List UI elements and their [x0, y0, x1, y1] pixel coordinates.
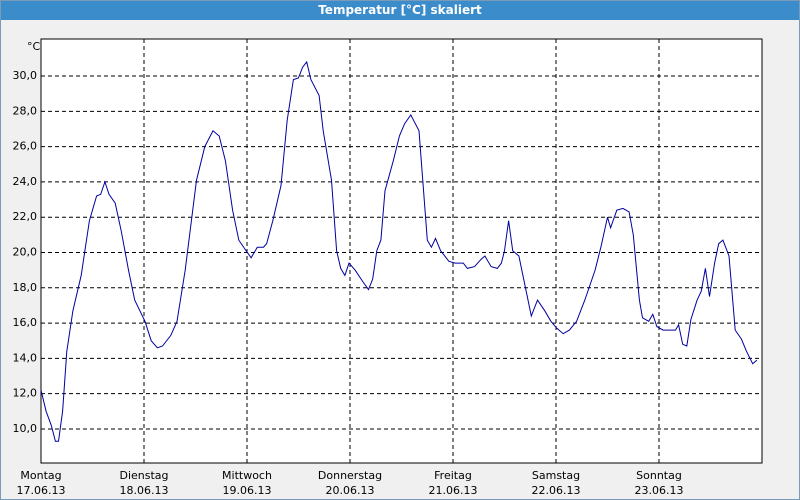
x-tick-label: Montag: [20, 469, 61, 482]
x-tick-date: 21.06.13: [429, 484, 478, 497]
x-tick-label: Mittwoch: [222, 469, 272, 482]
y-tick-label: 20,0: [13, 245, 38, 258]
y-tick-label: 10,0: [13, 422, 38, 435]
y-tick-label: 12,0: [13, 387, 38, 400]
y-tick-label: 24,0: [13, 175, 38, 188]
plot-area: [41, 39, 762, 463]
title-bar: Temperatur [°C] skaliert: [1, 1, 799, 20]
x-tick-date: 22.06.13: [532, 484, 581, 497]
x-tick-label: Donnerstag: [318, 469, 382, 482]
y-tick-label: 26,0: [13, 140, 38, 153]
y-tick-label: 18,0: [13, 281, 38, 294]
x-tick-label: Freitag: [434, 469, 472, 482]
y-tick-label: 14,0: [13, 351, 38, 364]
temperature-line: [40, 60, 758, 442]
y-tick-label: 16,0: [13, 316, 38, 329]
x-tick-date: 23.06.13: [635, 484, 684, 497]
x-tick-label: Dienstag: [119, 469, 168, 482]
y-tick-label: 28,0: [13, 104, 38, 117]
y-tick-label: 22,0: [13, 210, 38, 223]
x-tick-date: 17.06.13: [17, 484, 66, 497]
plot-border: [40, 38, 763, 464]
x-tick-date: 20.06.13: [326, 484, 375, 497]
x-tick-date: 18.06.13: [120, 484, 169, 497]
y-unit: °C: [27, 40, 41, 53]
x-tick-label: Samstag: [532, 469, 580, 482]
x-tick-label: Sonntag: [636, 469, 682, 482]
x-tick-date: 19.06.13: [223, 484, 272, 497]
y-tick-label: 30,0: [13, 69, 38, 82]
